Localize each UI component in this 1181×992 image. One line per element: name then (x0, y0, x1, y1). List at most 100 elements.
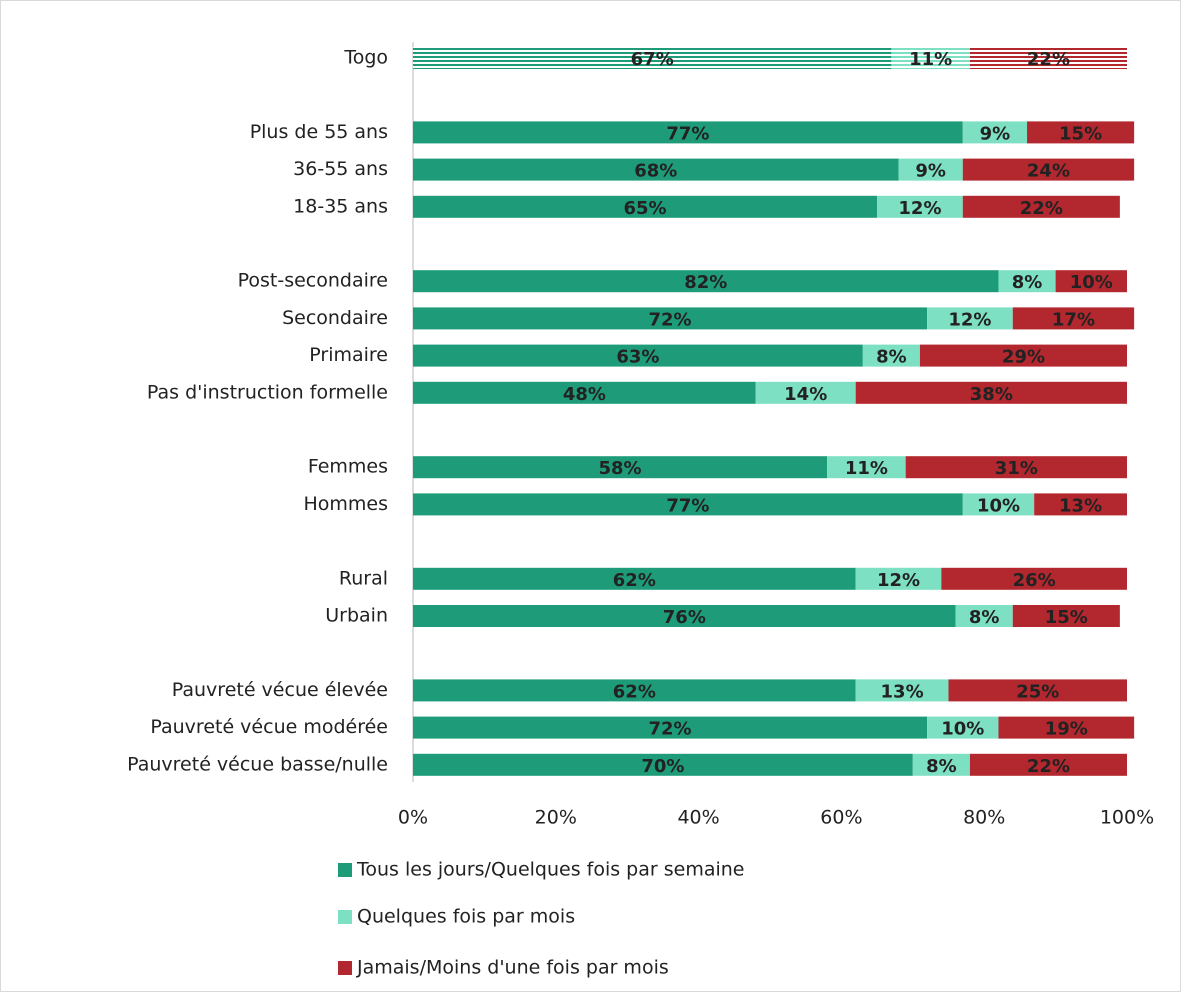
category-label: Rural (339, 567, 388, 589)
bar-segment (998, 270, 1056, 293)
value-label: 70% (641, 756, 684, 777)
bar-segment (941, 567, 1127, 590)
category-label: Pauvreté vécue basse/nulle (127, 753, 388, 775)
bar-segment (413, 270, 999, 293)
value-label: 26% (1013, 570, 1056, 591)
value-label: 77% (666, 123, 709, 144)
category-label: Secondaire (282, 307, 388, 329)
value-label: 29% (1002, 347, 1045, 368)
value-label: 58% (599, 458, 642, 479)
value-label: 65% (624, 198, 667, 219)
bar-segment (877, 195, 963, 218)
bar-segment (1012, 605, 1120, 627)
bar-segment (891, 47, 970, 69)
bar-segment (413, 753, 913, 776)
x-tick-label: 20% (535, 807, 577, 829)
value-label: 31% (995, 458, 1038, 479)
value-label: 22% (1027, 49, 1070, 70)
bar-segment (969, 753, 1127, 776)
value-label: 11% (909, 49, 952, 70)
value-label: 67% (631, 49, 674, 70)
legend-swatch (338, 961, 352, 975)
value-label: 48% (563, 384, 606, 405)
bar-segment (919, 344, 1127, 367)
value-label: 68% (634, 161, 677, 182)
category-label: Urbain (325, 605, 388, 627)
x-tick-label: 60% (820, 807, 862, 829)
bar-segment (912, 753, 970, 776)
bar-segment (1034, 493, 1127, 516)
value-label: 62% (613, 681, 656, 702)
category-label: 36-55 ans (293, 158, 388, 180)
bar-segment (862, 344, 920, 367)
legend-label: Quelques fois par mois (357, 906, 575, 928)
value-label: 8% (926, 756, 957, 777)
bar-segment (755, 381, 856, 404)
bar-segment (898, 158, 963, 181)
value-label: 72% (648, 719, 691, 740)
value-label: 10% (977, 495, 1020, 516)
value-label: 10% (1070, 272, 1113, 293)
bar-segment (413, 605, 956, 627)
legend-label: Tous les jours/Quelques fois par semaine (356, 859, 744, 881)
x-tick-label: 100% (1100, 807, 1154, 829)
bar-segment (413, 381, 756, 404)
bar-segment (927, 716, 999, 739)
bar-segment (413, 716, 928, 739)
bar-segment (1055, 270, 1127, 293)
bar-segment (962, 121, 1028, 144)
value-label: 12% (877, 570, 920, 591)
x-tick-label: 40% (677, 807, 719, 829)
bar-segment (413, 158, 899, 181)
value-label: 8% (876, 347, 907, 368)
bar-segment (827, 456, 906, 479)
value-label: 8% (1012, 272, 1043, 293)
bar-segment (413, 195, 878, 218)
bar-segment (1027, 121, 1135, 144)
bar-segment (962, 195, 1120, 218)
category-label: 18-35 ans (293, 195, 388, 217)
x-tick-label: 0% (398, 807, 428, 829)
value-label: 12% (948, 309, 991, 330)
legend-swatch (338, 910, 352, 924)
value-label: 13% (881, 681, 924, 702)
value-label: 76% (663, 607, 706, 628)
bar-segment (948, 679, 1127, 702)
category-label: Post-secondaire (238, 270, 388, 292)
category-label: Primaire (309, 344, 388, 366)
bar-segment (413, 47, 892, 69)
bar-segment (413, 567, 856, 590)
bar-segment (413, 679, 856, 702)
value-label: 22% (1020, 198, 1063, 219)
category-label: Femmes (308, 456, 388, 478)
value-label: 38% (970, 384, 1013, 405)
bar-segment (905, 456, 1127, 479)
category-label: Hommes (303, 493, 388, 515)
value-label: 8% (969, 607, 1000, 628)
value-label: 13% (1059, 495, 1102, 516)
value-label: 14% (784, 384, 827, 405)
value-label: 17% (1052, 309, 1095, 330)
value-label: 19% (1045, 719, 1088, 740)
bar-segment (962, 158, 1135, 181)
value-label: 9% (980, 123, 1011, 144)
bar-segment (413, 493, 963, 516)
value-label: 25% (1016, 681, 1059, 702)
value-label: 22% (1027, 756, 1070, 777)
category-label: Pauvreté vécue modérée (150, 716, 388, 738)
bar-segment (413, 121, 963, 144)
bar-segment (998, 716, 1135, 739)
category-label: Togo (343, 47, 388, 69)
category-label: Pauvreté vécue élevée (172, 679, 388, 701)
category-label: Pas d'instruction formelle (147, 381, 388, 403)
value-label: 11% (845, 458, 888, 479)
bar-segment (855, 567, 942, 590)
value-label: 62% (613, 570, 656, 591)
bar-segment (1012, 307, 1135, 330)
value-label: 10% (941, 719, 984, 740)
bar-segment (855, 679, 949, 702)
value-label: 24% (1027, 161, 1070, 182)
bar-segment (855, 381, 1127, 404)
legend-label: Jamais/Moins d'une fois par mois (356, 957, 669, 979)
